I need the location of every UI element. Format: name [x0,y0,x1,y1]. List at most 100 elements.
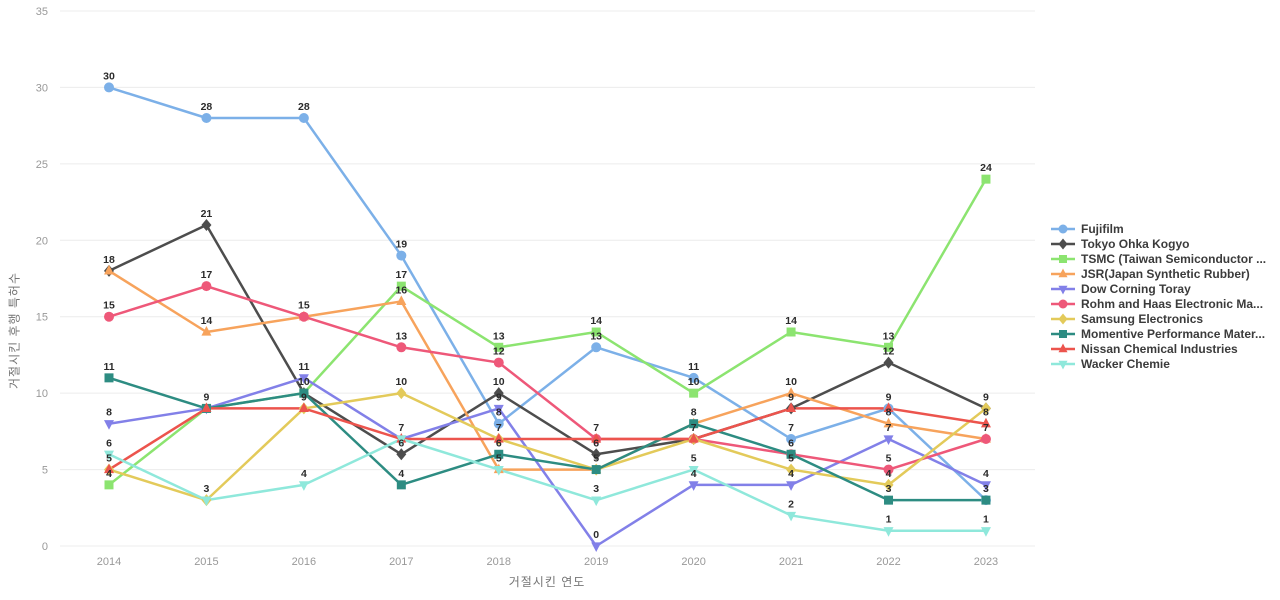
legend-item-2[interactable]: TSMC (Taiwan Semiconductor ... [1050,253,1266,265]
data-point[interactable] [688,433,699,443]
data-point[interactable] [104,373,114,383]
data-point[interactable] [883,356,894,369]
data-point[interactable] [883,464,894,475]
legend-item-6[interactable]: Samsung Electronics [1050,313,1266,325]
point-label: 9 [204,391,210,403]
data-point[interactable] [493,465,504,476]
legend-item-7[interactable]: Momentive Performance Mater... [1050,328,1266,340]
data-point[interactable] [786,481,797,491]
data-point[interactable] [396,295,407,306]
data-point[interactable] [104,311,114,322]
legend-marker-icon [1051,224,1075,234]
data-point[interactable] [201,402,212,413]
data-point[interactable] [688,465,699,476]
data-point[interactable] [688,481,699,491]
legend-item-8[interactable]: Nissan Chemical Industries [1050,343,1266,355]
data-point[interactable] [298,311,309,322]
data-point[interactable] [591,542,602,552]
data-point[interactable] [884,495,894,505]
point-label: 11 [298,361,309,373]
data-point[interactable] [396,480,406,490]
data-point[interactable] [493,357,504,368]
data-point[interactable] [981,495,991,505]
legend-label: Nissan Chemical Industries [1081,342,1238,356]
point-label: 4 [106,468,112,480]
legend-label: Wacker Chemie [1081,357,1170,371]
data-point[interactable] [396,281,406,291]
data-point[interactable] [786,327,796,337]
data-point[interactable] [396,448,407,461]
data-point[interactable] [980,481,991,491]
data-point[interactable] [493,404,504,415]
data-point[interactable] [104,480,114,490]
legend-item-3[interactable]: JSR(Japan Synthetic Rubber) [1050,268,1266,280]
data-point[interactable] [298,402,309,413]
data-point[interactable] [980,434,991,444]
data-point[interactable] [786,511,797,522]
data-point[interactable] [494,449,504,459]
data-point[interactable] [396,387,407,400]
data-point[interactable] [104,463,114,474]
data-point[interactable] [591,433,602,443]
point-label: 4 [886,468,892,480]
legend-item-5[interactable]: Rohm and Haas Electronic Ma... [1050,298,1266,310]
data-point[interactable] [104,82,114,93]
data-point[interactable] [396,435,407,445]
legend-item-0[interactable]: Fujifilm [1050,223,1266,235]
data-point[interactable] [883,417,894,428]
data-point[interactable] [299,388,309,398]
data-point[interactable] [298,113,309,123]
data-point[interactable] [591,496,602,507]
series-line [107,223,988,456]
data-point[interactable] [104,264,114,275]
data-point[interactable] [883,478,894,491]
data-point[interactable] [786,387,797,397]
data-point[interactable] [201,326,212,336]
data-point[interactable] [591,342,602,353]
data-point[interactable] [396,250,407,261]
data-point[interactable] [884,342,894,352]
point-label: 14 [785,315,797,327]
data-point[interactable] [201,219,212,231]
data-point[interactable] [980,402,991,415]
data-point[interactable] [591,465,601,475]
legend-item-1[interactable]: Tokyo Ohka Kogyo [1050,238,1266,250]
x-tick-label: 2023 [974,556,998,568]
data-point[interactable] [493,387,504,400]
data-point[interactable] [298,481,309,491]
data-point[interactable] [786,434,797,444]
point-label: 6 [398,437,404,449]
data-point[interactable] [591,327,601,337]
data-point[interactable] [104,450,114,461]
point-label: 5 [691,453,697,465]
data-point[interactable] [689,419,699,429]
data-point[interactable] [494,342,504,352]
data-point[interactable] [883,402,894,413]
data-point[interactable] [298,374,309,384]
data-point[interactable] [493,433,504,443]
legend-item-4[interactable]: Dow Corning Toray [1050,283,1266,295]
data-point[interactable] [883,527,894,537]
point-label: 14 [590,315,602,327]
data-point[interactable] [981,174,991,184]
data-point[interactable] [689,388,699,398]
data-point[interactable] [688,372,699,383]
data-point[interactable] [591,448,602,461]
data-point[interactable] [883,435,894,445]
point-label: 2 [788,498,794,510]
data-point[interactable] [104,420,114,430]
data-point[interactable] [201,113,212,123]
data-point[interactable] [980,417,991,428]
data-point[interactable] [786,449,796,459]
data-point[interactable] [201,281,212,292]
data-point[interactable] [786,402,797,413]
data-point[interactable] [980,527,991,537]
data-point[interactable] [396,342,407,353]
data-point[interactable] [493,418,504,429]
legend-item-9[interactable]: Wacker Chemie [1050,358,1266,370]
data-point[interactable] [201,496,212,507]
point-label: 7 [788,422,794,434]
x-tick-label: 2019 [584,556,608,568]
data-point[interactable] [786,463,797,476]
